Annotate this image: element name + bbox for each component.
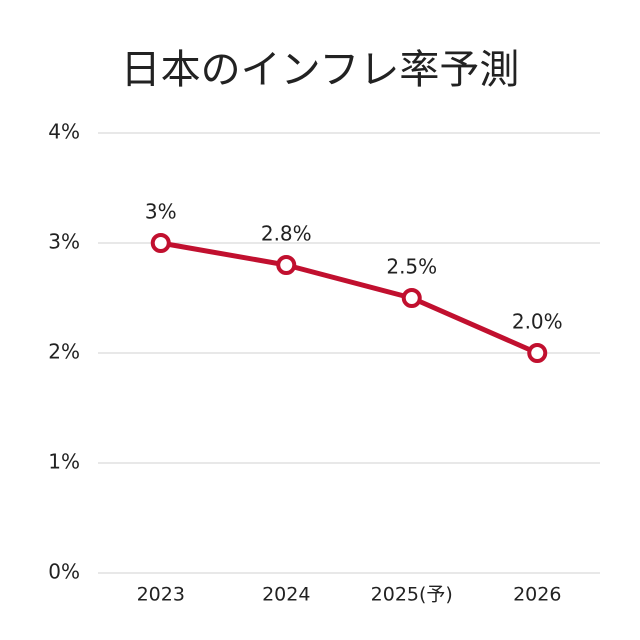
y-tick-label: 0% [48,560,80,584]
value-label: 2.5% [386,255,437,279]
point [401,288,422,308]
y-tick-label: 2% [48,340,80,364]
x-tick-label: 2024 [262,584,310,606]
chart-title: 日本のインフレ率予測 [121,47,520,93]
point [150,233,171,253]
x-tick-label: 2025(予) [371,584,453,606]
value-label: 2.8% [261,222,312,246]
point [276,255,297,275]
x-tick-label: 2026 [513,584,561,606]
line [160,240,539,356]
value-label: 3% [145,200,177,224]
value-label: 2.0% [512,310,563,334]
point [527,343,548,363]
x-tick-label: 2023 [137,584,185,606]
y-tick-label: 4% [48,120,80,144]
y-tick-label: 1% [48,450,80,474]
y-tick-label: 3% [48,230,80,254]
